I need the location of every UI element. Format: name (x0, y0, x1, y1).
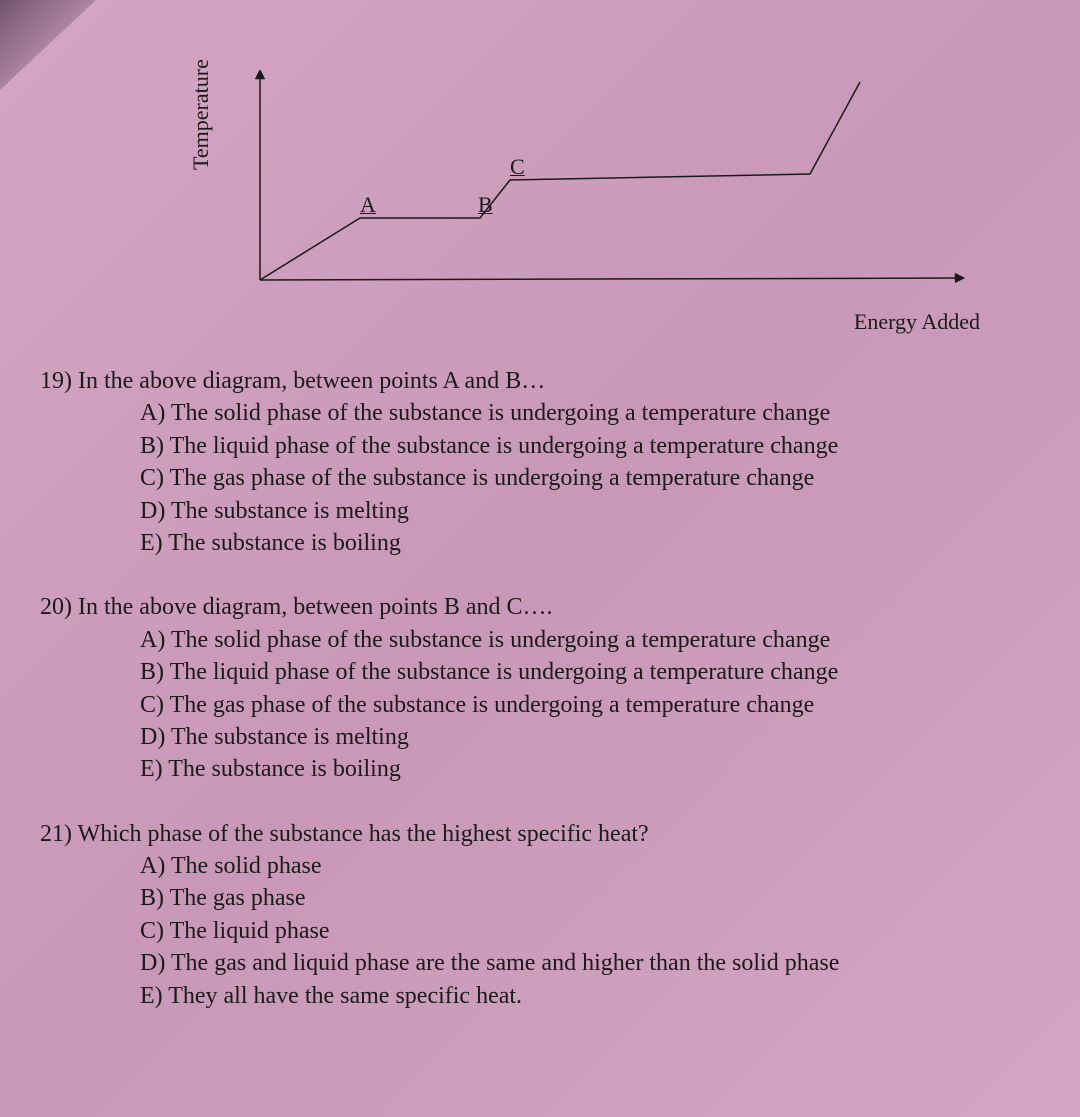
options-list: A) The solid phase of the substance is u… (40, 624, 1040, 786)
option-d[interactable]: D) The substance is melting (140, 495, 1040, 527)
option-c[interactable]: C) The liquid phase (140, 915, 1040, 947)
question-2: 20) In the above diagram, between points… (40, 591, 1040, 785)
worksheet-page: Temperature A BC Energy Added 19) In the … (0, 0, 1080, 1074)
point-label-a: A (360, 192, 376, 218)
option-e[interactable]: E) The substance is boiling (140, 753, 1040, 785)
x-axis-label: Energy Added (854, 309, 980, 335)
question-1: 19) In the above diagram, between points… (40, 365, 1040, 559)
option-b[interactable]: B) The liquid phase of the substance is … (140, 656, 1040, 688)
question-stem: 19) In the above diagram, between points… (40, 365, 1040, 397)
point-label-c: C (510, 154, 525, 180)
questions-block: 19) In the above diagram, between points… (40, 365, 1040, 1012)
option-a[interactable]: A) The solid phase of the substance is u… (140, 624, 1040, 656)
option-e[interactable]: E) The substance is boiling (140, 527, 1040, 559)
option-d[interactable]: D) The substance is melting (140, 721, 1040, 753)
option-c[interactable]: C) The gas phase of the substance is und… (140, 689, 1040, 721)
option-d[interactable]: D) The gas and liquid phase are the same… (140, 947, 1040, 979)
x-axis (260, 278, 960, 280)
y-axis-label: Temperature (188, 59, 214, 170)
chart-svg (230, 70, 970, 300)
options-list: A) The solid phaseB) The gas phaseC) The… (40, 850, 1040, 1012)
option-b[interactable]: B) The liquid phase of the substance is … (140, 430, 1040, 462)
option-a[interactable]: A) The solid phase (140, 850, 1040, 882)
question-3: 21) Which phase of the substance has the… (40, 818, 1040, 1012)
options-list: A) The solid phase of the substance is u… (40, 397, 1040, 559)
option-b[interactable]: B) The gas phase (140, 882, 1040, 914)
point-label-b: B (478, 192, 493, 218)
option-e[interactable]: E) They all have the same specific heat. (140, 980, 1040, 1012)
question-stem: 20) In the above diagram, between points… (40, 591, 1040, 623)
heating-curve-line (260, 82, 860, 280)
option-c[interactable]: C) The gas phase of the substance is und… (140, 462, 1040, 494)
heating-curve-chart: Temperature ABC Energy Added (210, 70, 990, 330)
option-a[interactable]: A) The solid phase of the substance is u… (140, 397, 1040, 429)
question-stem: 21) Which phase of the substance has the… (40, 818, 1040, 850)
